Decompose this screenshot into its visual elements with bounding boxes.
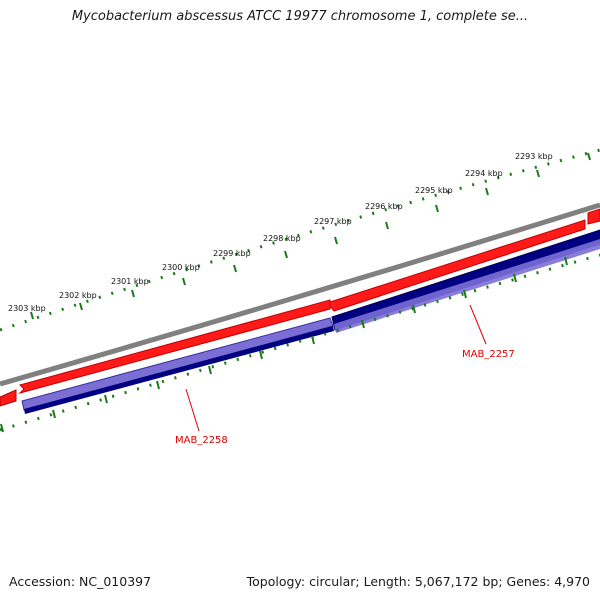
inner-major-ticks <box>0 256 568 433</box>
genome-stats-text: Topology: circular; Length: 5,067,172 bp… <box>246 574 590 589</box>
ruler-label: 2302 kbp <box>59 291 97 300</box>
cds-track <box>0 208 600 407</box>
gene-label-mab-2258[interactable]: MAB_2258 <box>175 388 228 446</box>
outer-major-ticks <box>30 152 591 320</box>
ruler-label: 2301 kbp <box>111 277 149 286</box>
cds-feature-mab-2257 <box>329 219 586 312</box>
inner-tick-ruler <box>0 253 600 432</box>
gene-label-mab-2257[interactable]: MAB_2257 <box>462 304 515 360</box>
map-title: Mycobacterium abscessus ATCC 19977 chrom… <box>71 9 529 24</box>
cds-feature-right <box>587 208 600 225</box>
ruler-label: 2293 kbp <box>515 152 553 161</box>
ruler-labels: 2293 kbp 2294 kbp 2295 kbp 2296 kbp 2297… <box>8 152 553 313</box>
accession-text: Accession: NC_010397 <box>9 574 152 589</box>
backbone-track <box>0 202 600 387</box>
ruler-label: 2297 kbp <box>314 217 352 226</box>
gene-label-text: MAB_2257 <box>462 349 515 360</box>
ruler-label: 2296 kbp <box>365 202 403 211</box>
ruler-label: 2300 kbp <box>162 263 200 272</box>
ruler-label: 2303 kbp <box>8 304 46 313</box>
cds-feature-mab-2258 <box>0 389 17 407</box>
gene-feature-mab-2257-light <box>334 239 600 333</box>
ruler-label: 2298 kbp <box>263 234 301 243</box>
cds-feature-mab-2258-main <box>18 299 331 394</box>
gene-label-text: MAB_2258 <box>175 435 228 446</box>
gene-track <box>21 229 600 414</box>
ruler-label: 2295 kbp <box>415 186 453 195</box>
ruler-label: 2299 kbp <box>213 249 251 258</box>
gene-feature-mab-2258-dark <box>24 326 334 414</box>
ruler-label: 2294 kbp <box>465 169 503 178</box>
